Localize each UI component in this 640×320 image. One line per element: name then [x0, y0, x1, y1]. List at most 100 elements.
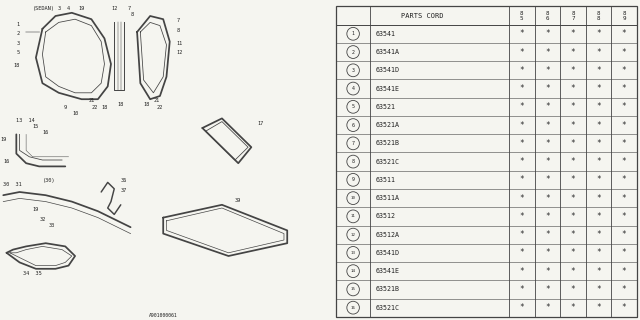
- Text: 37: 37: [121, 188, 127, 193]
- Text: 7: 7: [351, 141, 355, 146]
- Text: *: *: [545, 248, 550, 257]
- Text: 2: 2: [351, 50, 355, 54]
- Text: *: *: [621, 102, 627, 111]
- Text: 16: 16: [351, 306, 356, 310]
- Text: 15: 15: [33, 124, 39, 129]
- Text: *: *: [596, 66, 601, 75]
- Text: *: *: [545, 230, 550, 239]
- Text: 22: 22: [92, 105, 98, 110]
- Text: 63541E: 63541E: [375, 268, 399, 274]
- Text: *: *: [596, 194, 601, 203]
- Text: 63541A: 63541A: [375, 49, 399, 55]
- Text: *: *: [520, 157, 524, 166]
- Text: *: *: [571, 303, 575, 312]
- Text: *: *: [596, 303, 601, 312]
- Text: *: *: [621, 139, 627, 148]
- Text: 8
9: 8 9: [622, 11, 626, 20]
- Text: *: *: [520, 175, 524, 184]
- Text: *: *: [596, 139, 601, 148]
- Text: PARTS CORD: PARTS CORD: [401, 12, 444, 19]
- Text: *: *: [621, 230, 627, 239]
- Text: *: *: [520, 139, 524, 148]
- Text: 63521C: 63521C: [375, 305, 399, 311]
- Text: *: *: [545, 139, 550, 148]
- Text: *: *: [520, 267, 524, 276]
- Text: *: *: [621, 84, 627, 93]
- Text: *: *: [545, 194, 550, 203]
- Text: 2: 2: [17, 31, 20, 36]
- Text: 18: 18: [13, 63, 20, 68]
- Text: *: *: [545, 157, 550, 166]
- Text: 8
6: 8 6: [545, 11, 549, 20]
- Text: 7: 7: [127, 6, 131, 11]
- Text: *: *: [571, 121, 575, 130]
- Text: 63541D: 63541D: [375, 67, 399, 73]
- Text: *: *: [545, 285, 550, 294]
- Text: 36: 36: [121, 179, 127, 183]
- Text: 16: 16: [42, 131, 49, 135]
- Text: *: *: [596, 157, 601, 166]
- Text: *: *: [621, 29, 627, 38]
- Text: 34  35: 34 35: [23, 271, 42, 276]
- Text: 14: 14: [351, 269, 356, 273]
- Text: *: *: [621, 285, 627, 294]
- Text: 63521B: 63521B: [375, 286, 399, 292]
- Text: *: *: [571, 139, 575, 148]
- Text: *: *: [596, 29, 601, 38]
- Text: (SEDAN): (SEDAN): [33, 6, 54, 11]
- Text: 7: 7: [176, 18, 179, 23]
- Text: *: *: [571, 194, 575, 203]
- Text: 12: 12: [111, 6, 117, 11]
- Text: 15: 15: [351, 287, 356, 292]
- Text: 12: 12: [351, 233, 356, 236]
- Text: *: *: [596, 212, 601, 221]
- Text: 5: 5: [17, 51, 20, 55]
- Text: *: *: [621, 194, 627, 203]
- Text: *: *: [520, 66, 524, 75]
- Text: *: *: [571, 285, 575, 294]
- Text: 18: 18: [144, 101, 150, 107]
- Text: 9: 9: [351, 177, 355, 182]
- Text: *: *: [621, 48, 627, 57]
- Text: *: *: [520, 212, 524, 221]
- Text: 8: 8: [131, 12, 134, 17]
- Text: 21: 21: [88, 98, 95, 103]
- Text: *: *: [520, 303, 524, 312]
- Text: *: *: [596, 84, 601, 93]
- Text: *: *: [545, 212, 550, 221]
- Text: 63521C: 63521C: [375, 159, 399, 164]
- Text: 17: 17: [258, 121, 264, 126]
- Text: *: *: [571, 212, 575, 221]
- Text: *: *: [596, 248, 601, 257]
- Text: 63541E: 63541E: [375, 85, 399, 92]
- Text: *: *: [571, 248, 575, 257]
- Text: 30  31: 30 31: [3, 181, 22, 187]
- Text: 18: 18: [118, 101, 124, 107]
- Text: 11: 11: [351, 214, 356, 218]
- Text: *: *: [545, 29, 550, 38]
- Text: *: *: [545, 303, 550, 312]
- Text: *: *: [520, 48, 524, 57]
- Text: *: *: [571, 84, 575, 93]
- Text: *: *: [520, 29, 524, 38]
- Text: 33: 33: [49, 223, 55, 228]
- Text: 4: 4: [351, 86, 355, 91]
- Text: *: *: [545, 66, 550, 75]
- Text: *: *: [621, 212, 627, 221]
- Text: *: *: [571, 157, 575, 166]
- Text: *: *: [520, 230, 524, 239]
- Text: *: *: [621, 121, 627, 130]
- Text: *: *: [520, 194, 524, 203]
- Text: *: *: [545, 84, 550, 93]
- Text: 9: 9: [64, 105, 67, 110]
- Text: 32: 32: [39, 217, 45, 222]
- Text: 39: 39: [235, 197, 241, 203]
- Text: 6: 6: [351, 123, 355, 128]
- Text: 63521: 63521: [375, 104, 395, 110]
- Text: *: *: [545, 175, 550, 184]
- Text: *: *: [520, 121, 524, 130]
- Text: 19: 19: [0, 137, 6, 142]
- Text: *: *: [571, 48, 575, 57]
- Text: *: *: [545, 102, 550, 111]
- Text: *: *: [520, 248, 524, 257]
